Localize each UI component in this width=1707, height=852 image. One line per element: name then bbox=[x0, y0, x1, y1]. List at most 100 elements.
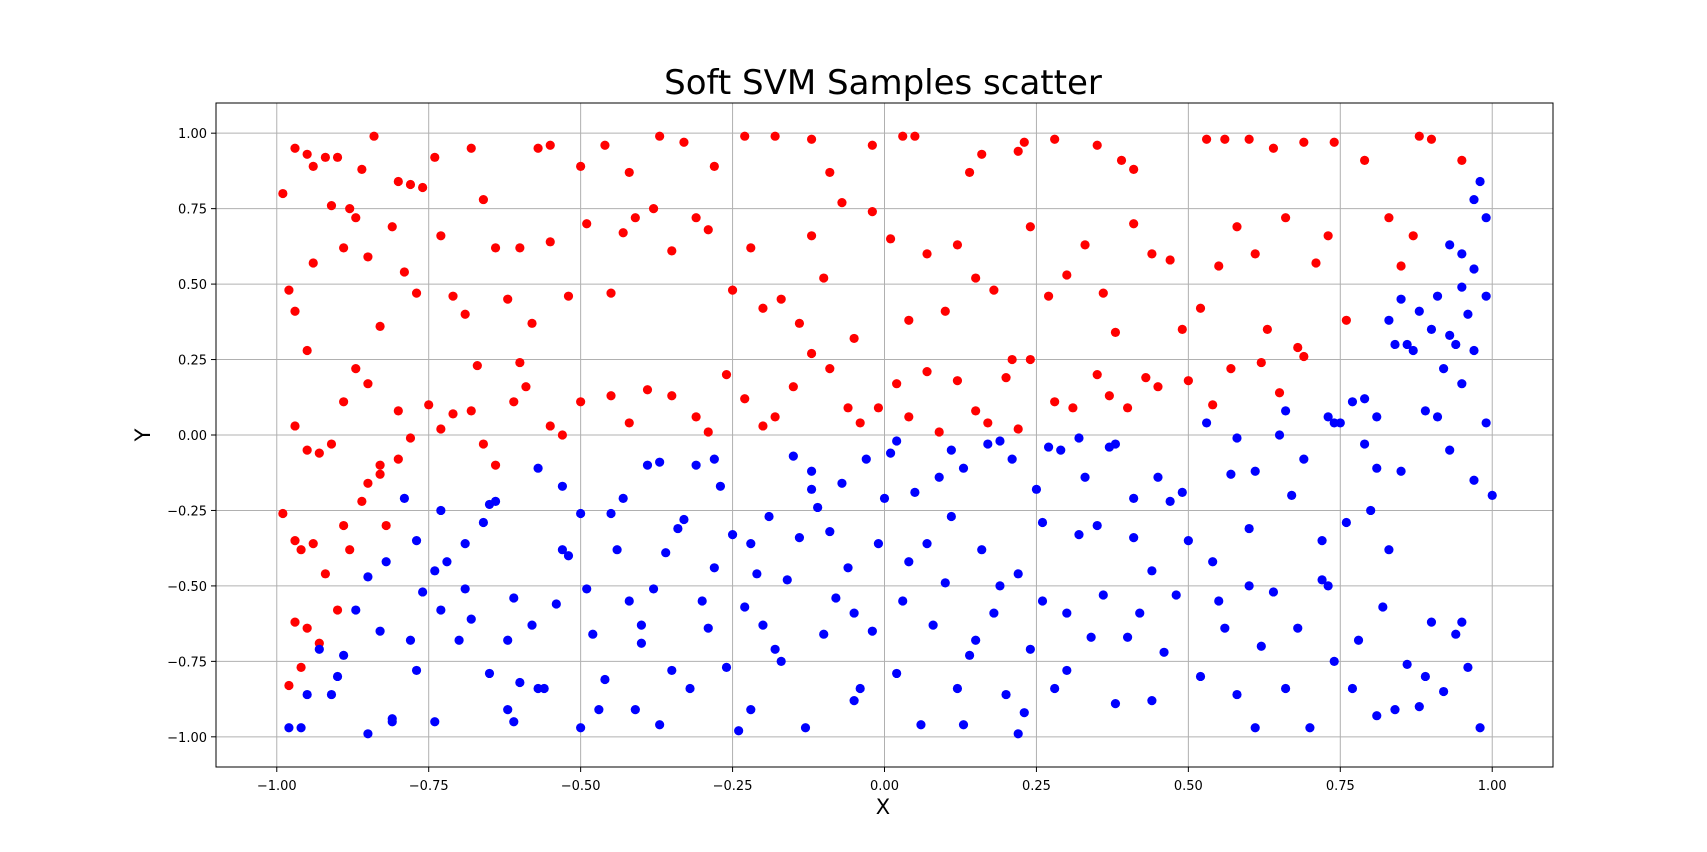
blue-point bbox=[1080, 472, 1090, 482]
blue-point bbox=[934, 472, 944, 482]
red-point bbox=[940, 306, 950, 316]
blue-point bbox=[1432, 291, 1443, 301]
red-point bbox=[648, 204, 659, 214]
blue-point bbox=[1244, 523, 1254, 534]
blue-point bbox=[1013, 729, 1023, 739]
blue-point bbox=[885, 448, 896, 458]
blue-point bbox=[1110, 699, 1121, 709]
red-point bbox=[339, 520, 349, 531]
blue-point bbox=[1451, 629, 1461, 639]
blue-point bbox=[1329, 656, 1339, 666]
blue-point bbox=[515, 677, 525, 688]
red-point bbox=[630, 213, 640, 223]
blue-point bbox=[387, 717, 397, 727]
red-point bbox=[849, 333, 859, 344]
red-point bbox=[533, 143, 543, 153]
red-point bbox=[1323, 231, 1333, 241]
red-point bbox=[983, 418, 993, 428]
blue-point bbox=[582, 584, 592, 594]
blue-point bbox=[806, 466, 817, 476]
red-point bbox=[308, 161, 318, 171]
red-point bbox=[557, 430, 568, 440]
red-point bbox=[1329, 137, 1339, 147]
red-point bbox=[582, 219, 592, 229]
red-point bbox=[721, 370, 732, 380]
red-point bbox=[952, 240, 963, 250]
blue-point bbox=[697, 596, 707, 606]
blue-point bbox=[302, 689, 312, 700]
blue-point bbox=[1153, 472, 1163, 482]
red-point bbox=[1268, 143, 1279, 153]
red-point bbox=[1299, 351, 1309, 362]
red-point bbox=[1062, 270, 1072, 280]
blue-point bbox=[819, 629, 829, 639]
blue-point bbox=[509, 593, 519, 603]
red-point bbox=[867, 140, 877, 150]
blue-point bbox=[405, 635, 416, 645]
red-point bbox=[898, 131, 908, 141]
blue-point bbox=[399, 493, 409, 503]
blue-point bbox=[952, 683, 963, 694]
red-point bbox=[1116, 155, 1127, 165]
blue-point bbox=[1098, 590, 1108, 600]
blue-point bbox=[527, 620, 537, 630]
red-point bbox=[1092, 140, 1102, 150]
red-point bbox=[727, 285, 738, 295]
y-tick-label: 0.00 bbox=[178, 429, 207, 444]
red-point bbox=[1007, 354, 1017, 365]
x-tick-label: −0.75 bbox=[409, 779, 449, 794]
blue-point bbox=[436, 605, 446, 615]
red-point bbox=[1226, 364, 1236, 374]
blue-point bbox=[1110, 439, 1121, 449]
blue-point bbox=[867, 626, 877, 636]
blue-point bbox=[746, 539, 756, 549]
blue-point bbox=[1274, 430, 1285, 440]
blue-point bbox=[1256, 641, 1266, 651]
blue-point bbox=[1378, 602, 1388, 612]
red-point bbox=[806, 134, 817, 144]
red-point bbox=[1165, 255, 1175, 265]
blue-point bbox=[533, 683, 543, 694]
blue-point bbox=[1469, 345, 1479, 356]
blue-point bbox=[642, 460, 653, 470]
red-point bbox=[964, 167, 975, 178]
blue-point bbox=[1347, 683, 1358, 694]
blue-point bbox=[1208, 557, 1218, 567]
blue-point bbox=[1475, 723, 1485, 733]
red-point bbox=[466, 406, 476, 416]
red-point bbox=[545, 421, 555, 431]
red-point bbox=[411, 288, 422, 298]
blue-point bbox=[940, 578, 950, 588]
y-tick-label: 0.50 bbox=[178, 278, 207, 293]
red-point bbox=[740, 394, 750, 404]
red-point bbox=[746, 243, 756, 253]
blue-point bbox=[1396, 466, 1406, 476]
red-point bbox=[1001, 373, 1011, 383]
x-tick-label: −1.00 bbox=[257, 779, 297, 794]
red-point bbox=[1092, 370, 1102, 380]
axis-ticks: −1.00 −0.75 −0.50 −0.25 0.00 0.25 0.50 0.75 1.00… bbox=[167, 127, 1507, 794]
blue-point bbox=[1457, 617, 1467, 627]
blue-point bbox=[588, 629, 598, 639]
blue-point bbox=[460, 584, 470, 594]
blue-point bbox=[1366, 505, 1376, 516]
red-point bbox=[436, 424, 446, 434]
blue-point bbox=[892, 436, 902, 446]
red-point bbox=[363, 478, 373, 488]
blue-point bbox=[1147, 696, 1157, 706]
blue-point bbox=[1086, 632, 1096, 642]
blue-point bbox=[995, 436, 1005, 446]
red-point bbox=[478, 194, 488, 205]
red-point bbox=[357, 164, 367, 174]
blue-point bbox=[563, 551, 574, 561]
blue-point bbox=[1463, 662, 1473, 673]
blue-point bbox=[1372, 711, 1382, 721]
blue-point bbox=[1402, 659, 1412, 669]
blue-point bbox=[1445, 445, 1455, 455]
blue-point bbox=[1135, 608, 1145, 618]
y-tick-label: 0.75 bbox=[178, 203, 207, 218]
red-point bbox=[284, 285, 294, 295]
red-point bbox=[691, 213, 701, 223]
red-point bbox=[1013, 146, 1023, 156]
